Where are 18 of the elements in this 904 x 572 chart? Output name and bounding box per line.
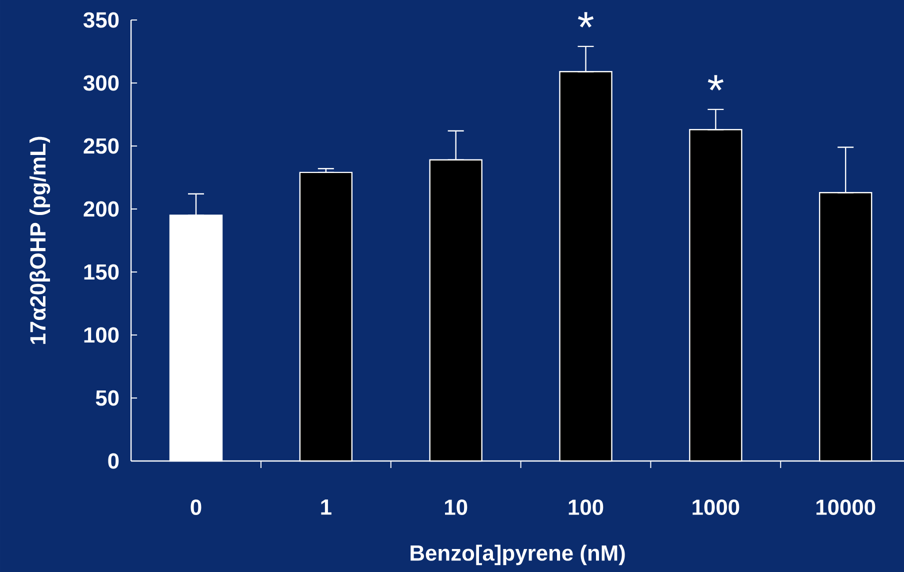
- y-tick-label: 150: [84, 264, 119, 280]
- x-tick-label: 0: [190, 500, 202, 516]
- y-tick-label: 0: [108, 453, 119, 469]
- annotation: *: [578, 12, 594, 28]
- x-tick-label: 1: [321, 500, 332, 515]
- y-tick-label: 300: [83, 75, 119, 91]
- annotation: *: [708, 75, 724, 90]
- y-axis-title: 17α20βOHP (pg/mL): [30, 136, 50, 344]
- y-tick-label: 100: [84, 327, 119, 343]
- x-tick-label: 1000: [692, 500, 740, 516]
- x-tick-label: 10: [445, 500, 468, 516]
- x-tick-label: 100: [568, 500, 604, 516]
- y-tick-label: 200: [84, 201, 119, 217]
- y-tick-label: 250: [84, 138, 119, 154]
- x-axis-title: Benzo[a]pyrene (nM): [410, 544, 625, 566]
- y-tick-label: 350: [83, 12, 119, 28]
- x-tick-label: 10000: [816, 500, 876, 516]
- y-tick-label: 50: [96, 390, 119, 406]
